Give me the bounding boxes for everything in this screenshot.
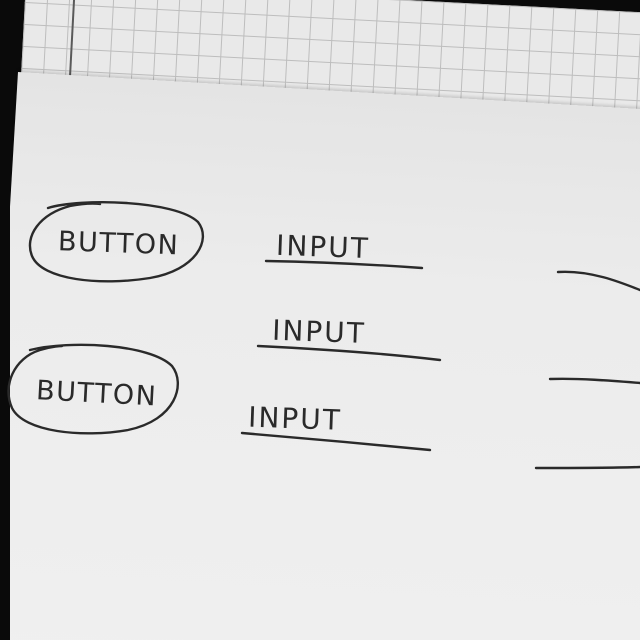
right-line-2 <box>548 377 640 385</box>
input-2-label: INPUT <box>272 314 367 350</box>
sketch-input-3[interactable]: INPUT <box>240 401 432 452</box>
input-2-underline <box>256 344 442 362</box>
dark-background-edge <box>0 150 10 640</box>
input-1-label: INPUT <box>276 229 371 265</box>
sketch-input-2[interactable]: INPUT <box>256 314 442 362</box>
button-1-label: BUTTON <box>58 226 180 261</box>
button-2-label: BUTTON <box>35 375 158 412</box>
sketch-button-1[interactable]: BUTTON <box>28 201 204 283</box>
sketch-input-1[interactable]: INPUT <box>264 229 424 270</box>
input-1-underline <box>264 259 424 270</box>
button-1-outline <box>28 201 204 283</box>
right-line-1 <box>556 270 640 292</box>
right-line-3 <box>534 465 640 470</box>
input-3-underline <box>240 431 432 452</box>
input-3-label: INPUT <box>248 401 343 437</box>
button-2-outline <box>7 343 180 435</box>
sketch-button-2[interactable]: BUTTON <box>7 343 180 435</box>
